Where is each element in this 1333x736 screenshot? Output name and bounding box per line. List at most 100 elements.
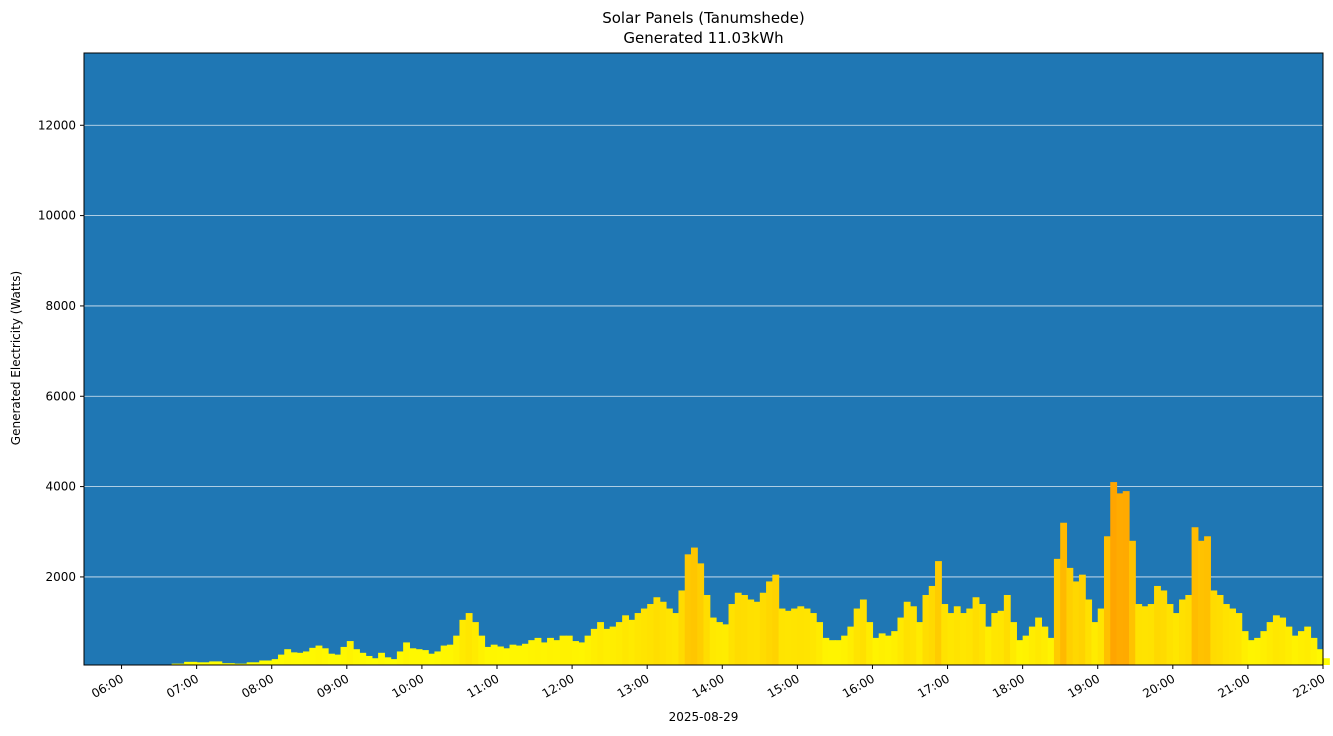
generation-bar: [1285, 626, 1293, 665]
chart-title: Solar Panels (Tanumshede): [602, 9, 805, 27]
generation-bar: [484, 646, 492, 665]
generation-bar: [1041, 626, 1049, 665]
generation-bar: [1323, 658, 1330, 665]
generation-bar: [1247, 640, 1255, 665]
generation-bar: [503, 648, 511, 665]
generation-bar: [396, 651, 404, 665]
generation-bar: [1116, 493, 1124, 665]
generation-bar: [1160, 590, 1168, 665]
generation-bar: [1222, 604, 1230, 665]
generation-bar: [759, 592, 767, 665]
y-axis-label: Generated Electricity (Watts): [9, 270, 23, 446]
generation-bar: [1110, 482, 1118, 665]
x-tick-label: 06:00: [89, 671, 126, 700]
generation-bar: [872, 637, 880, 665]
generation-bar: [328, 653, 335, 665]
generation-bar: [1179, 599, 1186, 665]
generation-bar: [747, 599, 755, 665]
generation-bar: [797, 606, 805, 665]
generation-bar: [1085, 599, 1093, 665]
generation-bar: [384, 657, 392, 665]
generation-bar: [221, 663, 235, 665]
generation-bar: [828, 640, 836, 665]
y-tick-label: 4000: [45, 480, 76, 494]
generation-bar: [947, 613, 955, 665]
x-tick-label: 10:00: [389, 671, 426, 700]
generation-bar: [634, 613, 642, 665]
generation-bar: [1053, 558, 1061, 665]
generation-bar: [847, 626, 855, 665]
generation-bar: [1235, 613, 1243, 665]
generation-bar: [534, 637, 542, 665]
generation-bar: [766, 581, 773, 665]
x-tick-label: 07:00: [164, 671, 201, 700]
generation-bar: [859, 599, 867, 665]
generation-bar: [303, 651, 310, 665]
generation-bar: [772, 574, 780, 665]
generation-bar: [290, 652, 298, 665]
generation-bar: [1078, 574, 1086, 665]
x-tick-label: 09:00: [314, 671, 351, 700]
generation-bar: [528, 640, 536, 665]
generation-bar: [572, 641, 579, 665]
generation-bar: [277, 654, 285, 665]
generation-bar: [822, 637, 830, 665]
generation-bar: [296, 652, 304, 665]
generation-bar: [997, 610, 1005, 665]
generation-bar: [778, 608, 786, 665]
generation-bar: [1204, 536, 1211, 665]
generation-bar: [922, 594, 930, 665]
generation-bar: [841, 635, 849, 665]
x-tick-label: 14:00: [690, 671, 727, 700]
generation-bar: [1310, 637, 1318, 665]
generation-bar: [171, 663, 185, 665]
generation-bar: [978, 604, 986, 665]
generation-bar: [1103, 536, 1111, 665]
generation-bar: [547, 637, 554, 665]
generation-bar: [321, 648, 329, 665]
generation-bar: [647, 604, 655, 665]
generation-bar: [672, 613, 680, 665]
generation-bar: [378, 652, 385, 665]
generation-bar: [184, 661, 198, 665]
generation-bar: [722, 624, 730, 665]
generation-bar: [365, 655, 373, 665]
y-tick-label: 2000: [45, 570, 76, 584]
generation-bar: [509, 644, 517, 665]
generation-bar: [878, 633, 886, 665]
generation-bar: [1141, 606, 1149, 665]
generation-bar: [653, 597, 661, 665]
x-tick-label: 11:00: [465, 671, 502, 700]
generation-bar: [703, 594, 711, 665]
generation-bar: [309, 647, 317, 665]
generation-bar: [334, 654, 342, 665]
generation-bar: [1291, 635, 1299, 665]
generation-bar: [1135, 604, 1143, 665]
generation-bar: [490, 644, 498, 665]
generation-bar: [553, 640, 561, 665]
x-tick-label: 12:00: [540, 671, 577, 700]
generation-bar: [415, 649, 423, 665]
generation-bar: [515, 645, 523, 665]
generation-bar: [1266, 622, 1274, 665]
generation-bar: [784, 610, 792, 665]
generation-bar: [609, 626, 617, 665]
generation-bar: [590, 628, 598, 665]
generation-bar: [459, 619, 467, 665]
generation-bar: [209, 661, 223, 665]
generation-bar: [1072, 581, 1080, 665]
generation-bar: [340, 646, 348, 665]
x-tick-label: 21:00: [1215, 671, 1252, 700]
generation-bar: [390, 659, 398, 665]
generation-bar: [941, 604, 949, 665]
generation-bar: [421, 650, 429, 665]
generation-bar: [584, 635, 592, 665]
generation-bar: [353, 649, 360, 665]
generation-bar: [497, 646, 504, 665]
generation-bar: [966, 608, 974, 665]
generation-bar: [910, 606, 917, 665]
generation-bar: [972, 597, 980, 665]
x-tick-label: 13:00: [615, 671, 652, 700]
x-axis-label: 2025-08-29: [668, 710, 739, 724]
